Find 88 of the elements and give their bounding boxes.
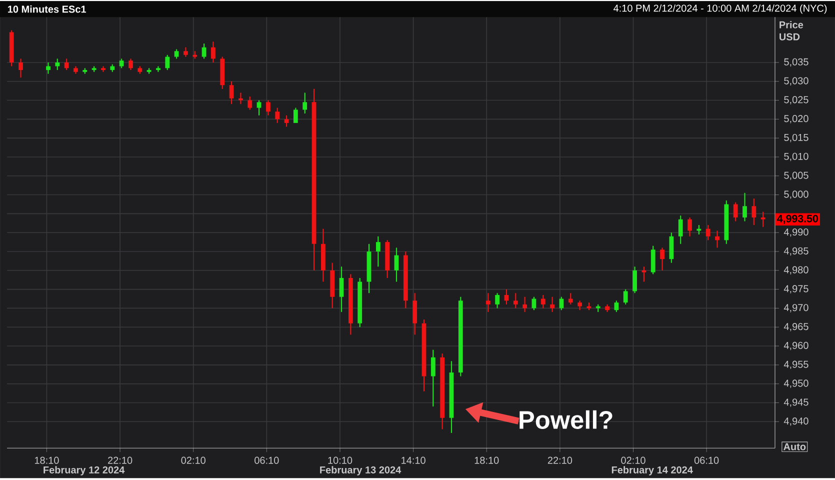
text: February 12 2024 [44,466,125,476]
candlestick [275,107,280,124]
candlestick [156,66,160,73]
y-tick-label: 4,965 [784,323,808,332]
candlestick [18,58,23,78]
text: 4,993.50 [777,214,818,224]
y-tick-label: 4,955 [784,360,808,370]
y-tick-label: 4,970 [784,304,808,312]
candlestick [202,43,206,60]
candlestick [430,349,436,408]
y-tick-label: 5,000 [784,190,808,199]
candlestick [678,215,683,245]
candlestick [715,230,720,248]
candlestick [752,198,756,226]
x-tick-label: 02:10 [621,456,646,464]
x-tick-label: 22:10 [108,456,132,464]
y-tick-label: 5,010 [784,152,808,162]
candlestick [495,292,500,309]
candlestick [293,107,298,124]
candlestick [513,292,518,309]
candlestick [184,46,188,58]
candlestick [742,192,747,222]
candlestick [650,245,656,275]
candlestick [119,58,124,69]
candlestick [760,211,766,228]
candlestick [614,300,619,313]
y-tick-label: 5,025 [784,96,808,104]
chart-subtitle: 4:10 PM 2/12/2024 - 10:00 AM 2/14/2024 (NYC) [614,4,827,14]
candlestick [229,80,234,105]
candlestick [64,58,69,71]
candlestick [568,292,573,306]
candlestick [238,92,243,105]
x-tick-label: 14:10 [402,456,426,464]
candlestick [302,92,308,114]
candlestick [394,247,399,282]
candlestick [733,202,738,222]
candlestick [284,114,289,128]
candlestick [412,292,418,336]
chart-title: 10 Minutes ESc1 [8,5,86,13]
x-tick-label: 06:10 [254,456,279,464]
y-tick-label: 4,960 [784,342,808,350]
x-tick-label: 06:10 [694,456,719,464]
x-tick-label: 18:10 [34,456,59,464]
candlestick [248,96,252,110]
annotation: Powell? [520,410,612,430]
y-tick-label: 5,030 [784,77,808,86]
candlestick [165,54,170,71]
candlestick [174,48,179,60]
x-tick-label: 18:10 [474,456,499,464]
y-tick-label: 4,990 [784,228,808,237]
candlestick [522,296,528,313]
y-tick-label: 4,975 [784,285,808,294]
y-tick-label: 4,950 [784,380,808,388]
candlestick [706,224,710,241]
y-tick-label: 4,980 [784,266,808,275]
x-tick-label: 02:10 [181,456,206,464]
text: February 14 2024 [612,466,693,476]
candlestick [578,300,582,311]
candlestick [55,58,60,71]
candlestick [623,288,628,306]
y-tick-label: 5,015 [784,134,808,142]
y-tick-label: 4,985 [784,247,808,256]
x-tick-label: 10:10 [328,456,352,464]
x-tick-label: 22:10 [548,456,572,464]
candlestick [669,232,674,264]
candlestick [339,266,344,313]
y-tick-label: 5,035 [784,58,808,67]
candlestick [266,100,270,116]
candlestick [376,236,380,268]
candlestick [101,66,106,73]
candlestick [486,292,490,313]
candlestick [540,294,546,309]
candlestick [660,247,664,271]
y-axis-title: Price USD [780,21,804,40]
y-tick-label: 5,020 [784,115,808,124]
candlestick [642,266,646,282]
candlestick [550,296,554,313]
candlestick [46,62,50,74]
candlestick [256,100,262,116]
candlestick [128,58,133,71]
y-tick-label: 5,005 [784,172,808,180]
text: Auto [784,443,806,450]
candlestick [211,41,216,64]
y-tick-label: 4,945 [784,398,808,407]
candlestick [688,216,692,237]
text: February 13 2024 [320,466,402,476]
y-tick-label: 4,940 [784,418,808,426]
candlestick [632,266,637,294]
